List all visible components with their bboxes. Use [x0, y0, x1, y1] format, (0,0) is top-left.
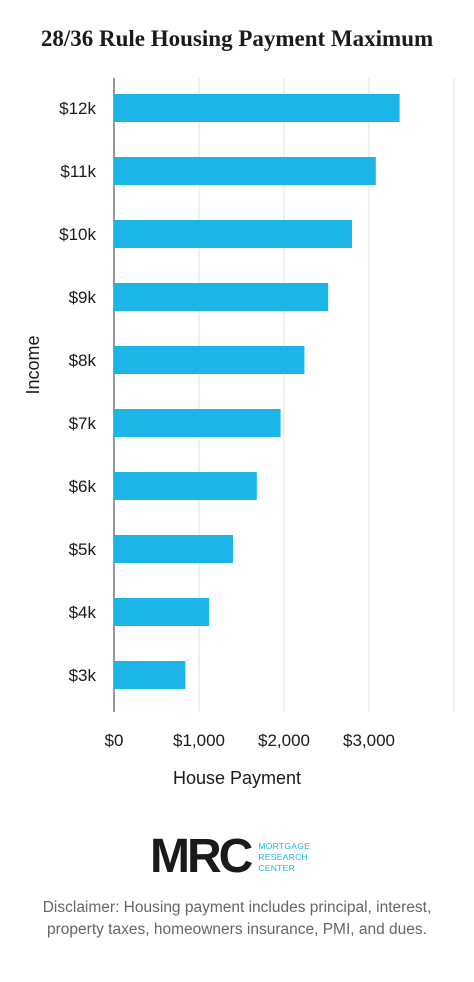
y-tick-label: $8k — [69, 351, 97, 370]
y-tick-label: $4k — [69, 603, 97, 622]
x-axis-title: House Payment — [173, 768, 301, 788]
bar-12k — [114, 94, 400, 122]
y-tick-label: $11k — [60, 162, 96, 181]
x-tick-label: $2,000 — [258, 731, 310, 750]
mrc-logo: MRC MORTGAGE RESEARCH CENTER — [150, 830, 310, 883]
bar-7k — [114, 409, 281, 437]
disclaimer: Disclaimer: Housing payment includes pri… — [42, 899, 432, 938]
x-tick-label: $1,000 — [173, 731, 225, 750]
bar-9k — [114, 283, 329, 311]
y-tick-label: $5k — [69, 540, 97, 559]
logo-line-2: RESEARCH — [258, 851, 308, 862]
logo-text: MORTGAGE RESEARCH CENTER — [258, 841, 310, 874]
x-tick-label: $0 — [105, 731, 124, 750]
bar-11k — [114, 157, 376, 185]
bar-5k — [114, 535, 233, 563]
y-tick-label: $3k — [69, 666, 97, 685]
x-tick-labels: $0 $1,000 $2,000 $3,000 — [105, 731, 395, 750]
bar-8k — [114, 346, 305, 374]
bar-4k — [114, 598, 210, 626]
x-tick-label: $3,000 — [343, 731, 395, 750]
bar-3k — [114, 661, 186, 689]
y-tick-label: $6k — [69, 477, 97, 496]
bar-10k — [114, 220, 352, 248]
bars — [114, 94, 400, 689]
logo-line-1: MORTGAGE — [258, 840, 311, 851]
bar-6k — [114, 472, 257, 500]
y-tick-label: $12k — [59, 99, 96, 118]
y-tick-label: $10k — [59, 225, 96, 244]
y-tick-labels: $12k $11k $10k $9k $8k $7k $6k $5k $4k $3k — [59, 99, 96, 685]
y-tick-label: $7k — [69, 414, 97, 433]
logo-line-3: CENTER — [258, 862, 296, 873]
bar-chart: $12k $11k $10k $9k $8k $7k $6k $5k $4k $3k $0 $1,0… — [23, 78, 455, 788]
chart-title: 28/36 Rule Housing Payment Maximum — [40, 26, 434, 51]
y-tick-label: $9k — [69, 288, 97, 307]
y-axis-title: Income — [23, 335, 43, 394]
logo-mark: MRC — [150, 830, 253, 883]
